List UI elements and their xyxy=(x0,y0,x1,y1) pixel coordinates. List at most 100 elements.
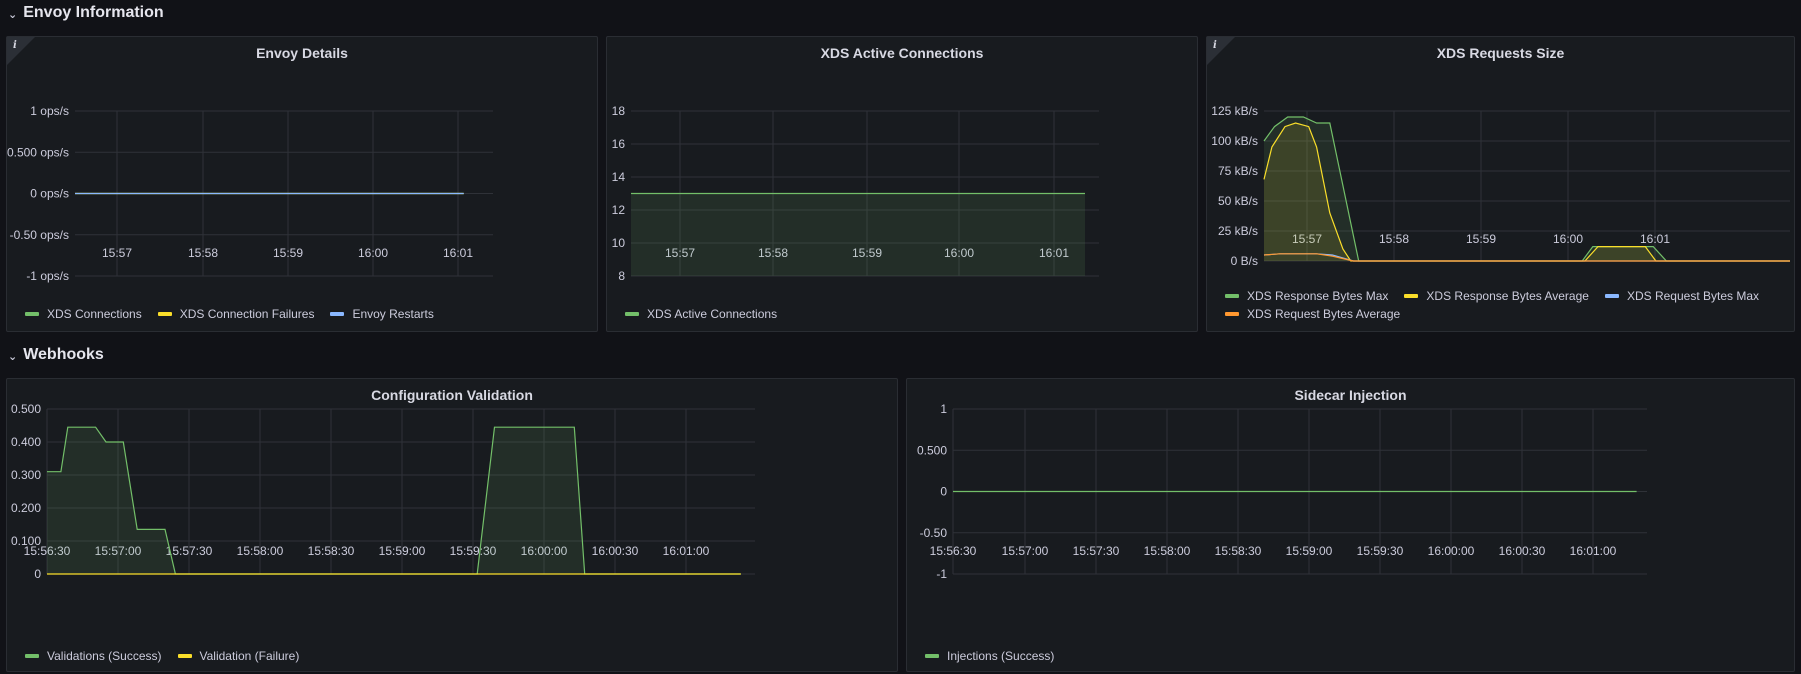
x-tick-label: 16:01:00 xyxy=(1570,544,1617,558)
legend-label: XDS Request Bytes Average xyxy=(1247,307,1401,321)
info-icon[interactable]: i xyxy=(13,40,17,51)
legend-swatch xyxy=(625,312,639,316)
legend-swatch xyxy=(1225,312,1239,316)
legend-swatch xyxy=(25,312,39,316)
legend-swatch xyxy=(1604,294,1619,298)
legend: XDS Connections XDS Connection Failures … xyxy=(25,307,434,321)
x-tick-label: 15:58:00 xyxy=(237,544,284,558)
panel-title[interactable]: Sidecar Injection xyxy=(1294,387,1407,403)
panel-configuration-validation[interactable]: Configuration Validation 0.500 0.400 0.300… xyxy=(6,378,898,672)
legend-label: XDS Connection Failures xyxy=(179,307,315,321)
panel-info-corner[interactable] xyxy=(7,37,35,65)
legend-item[interactable]: Validations (Success) xyxy=(25,649,162,663)
y-tick-label: 75 kB/s xyxy=(1218,164,1258,178)
legend-item[interactable]: XDS Response Bytes Max xyxy=(1225,289,1388,303)
y-tick-label: 0.100 xyxy=(11,534,41,548)
legend-item[interactable]: Envoy Restarts xyxy=(330,307,434,321)
legend-swatch xyxy=(157,312,172,316)
panel-title[interactable]: XDS Active Connections xyxy=(820,45,984,61)
row-header-webhooks[interactable]: ⌄ Webhooks xyxy=(8,342,104,368)
x-tick-label: 16:00:00 xyxy=(1428,544,1475,558)
y-tick-label: 14 xyxy=(612,170,626,184)
y-tick-label: 0.500 xyxy=(11,402,41,416)
panel-title[interactable]: Envoy Details xyxy=(256,45,348,61)
x-tick-label: 15:59:30 xyxy=(1357,544,1404,558)
chevron-down-icon: ⌄ xyxy=(8,350,18,363)
y-tick-label: 8 xyxy=(618,269,625,283)
panel-title[interactable]: Configuration Validation xyxy=(371,387,533,403)
x-tick-label: 16:00 xyxy=(944,246,974,260)
series-area xyxy=(47,427,741,574)
x-tick-label: 15:57 xyxy=(665,246,695,260)
legend-swatch xyxy=(177,654,192,658)
legend-swatch xyxy=(25,654,39,658)
y-tick-label: 125 kB/s xyxy=(1211,104,1258,118)
info-icon[interactable]: i xyxy=(1213,40,1217,51)
x-tick-label: 16:00 xyxy=(358,246,388,260)
x-tick-label: 15:57:00 xyxy=(95,544,142,558)
legend-label: Envoy Restarts xyxy=(352,307,434,321)
panel-xds-active-connections[interactable]: XDS Active Connections 18 16 14 12 10 8 15:57 1… xyxy=(606,36,1198,332)
x-tick-label: 15:57:00 xyxy=(1002,544,1049,558)
y-tick-label: 0.200 xyxy=(11,501,41,515)
legend-item[interactable]: XDS Response Bytes Average xyxy=(1404,289,1589,303)
y-tick-label: 0 xyxy=(940,485,947,499)
series-line xyxy=(1263,253,1790,262)
x-tick-label: 15:57:30 xyxy=(166,544,213,558)
legend-item[interactable]: XDS Connections xyxy=(25,307,142,321)
legend-item[interactable]: XDS Request Bytes Average xyxy=(1225,307,1400,321)
x-tick-label: 16:00:30 xyxy=(1499,544,1546,558)
panel-sidecar-injection[interactable]: Sidecar Injection 1 0.500 0 -0.50 -1 15:56:30… xyxy=(906,378,1795,672)
legend-item[interactable]: XDS Active Connections xyxy=(625,307,777,321)
row-title: Envoy Information xyxy=(23,4,164,21)
y-tick-label: 16 xyxy=(612,137,626,151)
legend-item[interactable]: XDS Request Bytes Max xyxy=(1604,289,1759,303)
y-tick-label: 12 xyxy=(612,203,626,217)
y-tick-label: 100 kB/s xyxy=(1211,134,1258,148)
legend-swatch xyxy=(330,312,345,316)
panel-xds-requests-size[interactable]: i XDS Requests Size 125 kB/s 100 kB/s 75 k… xyxy=(1206,36,1795,332)
x-tick-label: 15:58:30 xyxy=(308,544,355,558)
legend-label: Validation (Failure) xyxy=(199,649,300,663)
series-area xyxy=(1264,117,1790,261)
x-tick-label: 15:59:00 xyxy=(1286,544,1333,558)
series-area xyxy=(1264,123,1790,261)
y-tick-label: 25 kB/s xyxy=(1218,224,1258,238)
x-tick-label: 15:57:30 xyxy=(1073,544,1120,558)
y-tick-label: 0 B/s xyxy=(1231,254,1258,268)
legend-item[interactable]: Injections (Success) xyxy=(925,649,1054,663)
y-tick-label: 10 xyxy=(612,236,626,250)
legend-label: XDS Active Connections xyxy=(647,307,778,321)
series-area xyxy=(631,193,1085,276)
x-tick-label: 15:58 xyxy=(758,246,788,260)
row-header-envoy-information[interactable]: ⌄ Envoy Information xyxy=(8,0,164,26)
xds-active-connections-chart: 18 16 14 12 10 8 15:57 15:58 15:59 16:00 16:01 xyxy=(612,104,1099,283)
y-tick-label: 0 ops/s xyxy=(30,187,69,201)
panel-title[interactable]: XDS Requests Size xyxy=(1436,45,1565,61)
x-tick-label: 16:01 xyxy=(1039,246,1069,260)
x-tick-label: 16:01 xyxy=(443,246,473,260)
legend-item[interactable]: XDS Connection Failures xyxy=(157,307,315,321)
x-tick-label: 15:59:30 xyxy=(450,544,497,558)
y-tick-label: 0.500 xyxy=(917,443,947,457)
legend-label: XDS Connections xyxy=(47,307,142,321)
row-title: Webhooks xyxy=(23,346,104,363)
legend-label: Injections (Success) xyxy=(947,649,1055,663)
y-tick-label: -1 xyxy=(936,567,947,581)
y-tick-label: 0 xyxy=(34,567,41,581)
x-tick-label: 15:58 xyxy=(188,246,218,260)
chevron-down-icon: ⌄ xyxy=(8,8,18,21)
x-tick-label: 15:58:00 xyxy=(1144,544,1191,558)
y-tick-label: 1 ops/s xyxy=(30,104,69,118)
panel-envoy-details[interactable]: i Envoy Details 1 ops/s 0.500 ops/s 0 ops/… xyxy=(6,36,598,332)
legend-swatch xyxy=(925,654,939,658)
x-tick-label: 15:56:30 xyxy=(24,544,71,558)
x-tick-label: 16:00 xyxy=(1553,232,1583,246)
xds-requests-size-chart: 125 kB/s 100 kB/s 75 kB/s 50 kB/s 25 kB/s 0 B… xyxy=(1211,104,1790,268)
y-tick-label: -0.50 xyxy=(920,526,948,540)
x-tick-label: 16:00:00 xyxy=(521,544,568,558)
panel-info-corner[interactable] xyxy=(1207,37,1235,65)
legend-item[interactable]: Validation (Failure) xyxy=(177,649,300,663)
legend-label: XDS Response Bytes Max xyxy=(1247,289,1389,303)
legend: XDS Response Bytes Max XDS Response Byte… xyxy=(1225,289,1785,321)
